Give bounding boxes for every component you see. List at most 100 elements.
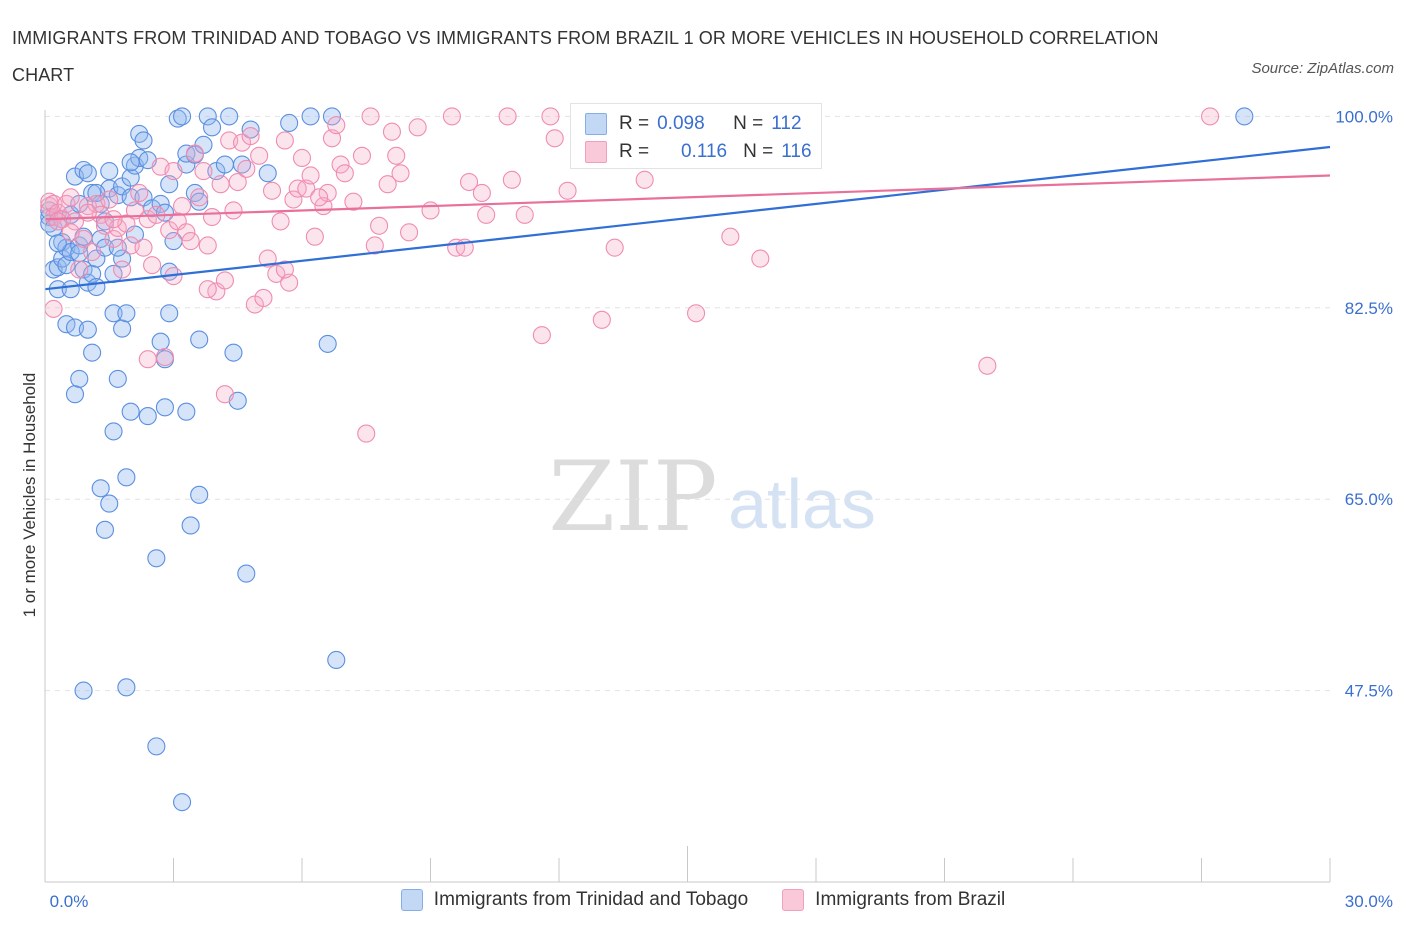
trinidad-point <box>117 678 136 697</box>
brazil-point <box>164 162 183 181</box>
trinidad-point <box>258 164 277 183</box>
trinidad-point <box>121 168 140 187</box>
brazil-point <box>361 107 380 126</box>
watermark-atlas: atlas <box>728 465 876 543</box>
brazil-point <box>61 223 80 242</box>
trinidad-point <box>91 479 110 498</box>
brazil-point <box>305 227 324 246</box>
brazil-point <box>331 155 350 174</box>
brazil-point <box>185 144 204 163</box>
brazil-point <box>382 122 402 141</box>
brazil-point <box>241 127 260 146</box>
brazil-point <box>721 227 740 246</box>
brazil-point <box>275 131 294 150</box>
series-swatch-trinidad <box>400 889 423 911</box>
brazil-point <box>48 212 67 231</box>
trinidad-point <box>100 494 119 513</box>
series-swatch-brazil <box>782 889 805 911</box>
trinidad-point <box>121 402 140 421</box>
trinidad-point <box>173 793 192 812</box>
trinidad-point <box>220 107 239 126</box>
brazil-point <box>387 146 406 165</box>
brazil-point <box>472 183 491 203</box>
trinidad-point <box>177 402 196 421</box>
trinidad-point <box>104 304 123 323</box>
legend-n-value: 116 <box>781 141 812 162</box>
legend-r-label: R = <box>619 141 650 162</box>
brazil-point <box>545 129 564 148</box>
axis-layer: 100.0% 82.5% 65.0% 47.5% 0.0% 30.0% <box>44 107 1393 911</box>
brazil-point <box>310 188 329 207</box>
trinidad-point <box>151 194 170 213</box>
brazil-point <box>532 326 551 345</box>
series-legend-item-brazil: Immigrants from Brazil <box>782 889 1005 911</box>
trinidad-point <box>155 398 174 417</box>
brazil-point <box>134 238 153 257</box>
trinidad-point <box>224 343 243 362</box>
trinidad-point <box>138 407 157 426</box>
brazil-point <box>592 310 611 329</box>
brazil-point <box>181 232 200 251</box>
brazil-point <box>605 238 624 257</box>
y-tick-label: 82.5% <box>1345 299 1393 318</box>
brazil-point <box>318 183 337 203</box>
legend-row-brazil: R = 0.116 N = 116 <box>585 138 812 166</box>
brazil-point <box>262 181 282 200</box>
y-tick-label: 100.0% <box>1335 107 1393 126</box>
trinidad-point <box>181 516 200 535</box>
brazil-point <box>391 164 410 183</box>
trinidad-point <box>280 113 299 133</box>
brazil-point <box>1201 107 1220 126</box>
trinidad-point <box>48 234 67 253</box>
brazil-point <box>224 201 243 220</box>
trinidad-point <box>301 107 320 126</box>
brazil-point <box>61 188 80 207</box>
brazil-point <box>203 207 222 227</box>
brazil-point <box>335 164 354 183</box>
grid-layer <box>45 115 1330 692</box>
stats-legend: R = 0.098 N = 112 R = 0.116 N = 116 <box>570 103 822 169</box>
brazil-point <box>357 424 376 443</box>
x-tick-label: 0.0% <box>50 892 89 911</box>
legend-r-value: 0.116 <box>680 141 728 162</box>
trinidad-point <box>65 385 85 404</box>
trinidad-point <box>100 162 119 181</box>
trinidad-point <box>70 369 89 388</box>
trinidad-point <box>190 192 209 211</box>
brazil-point <box>271 212 290 231</box>
brazil-point <box>254 288 273 308</box>
brazil-point <box>267 264 286 283</box>
brazil-point <box>104 210 123 229</box>
trinidad-point <box>322 107 342 126</box>
trinidad-point <box>78 320 97 339</box>
y-tick-label: 47.5% <box>1345 682 1393 701</box>
trinidad-point <box>203 118 222 137</box>
legend-row-trinidad: R = 0.098 N = 112 <box>585 110 802 138</box>
trinidad-point <box>87 277 106 297</box>
trinidad-point <box>190 330 209 349</box>
trinidad-point <box>83 343 102 362</box>
brazil-point <box>155 347 174 367</box>
brazil-point <box>378 175 397 194</box>
brazil-point <box>344 192 363 211</box>
y-tick-label: 65.0% <box>1345 490 1393 509</box>
brazil-point <box>70 260 89 279</box>
brazil-point <box>215 271 234 290</box>
brazil-point <box>502 170 521 189</box>
brazil-point <box>198 280 217 299</box>
brazil-point <box>108 218 127 238</box>
brazil-point <box>284 190 303 209</box>
brazil-point <box>352 146 372 165</box>
trinidad-point <box>198 107 217 126</box>
brazil-point <box>515 205 534 224</box>
brazil-point <box>104 229 123 248</box>
legend-r-value: 0.098 <box>657 113 705 134</box>
brazil-point <box>258 249 277 268</box>
series-legend-item-trinidad: Immigrants from Trinidad and Tobago <box>400 889 748 911</box>
legend-swatch-brazil <box>585 141 607 163</box>
legend-n-value: 112 <box>771 113 802 134</box>
trinidad-point <box>215 155 234 174</box>
x-tick-label: 30.0% <box>1345 892 1393 911</box>
brazil-point <box>228 172 247 192</box>
